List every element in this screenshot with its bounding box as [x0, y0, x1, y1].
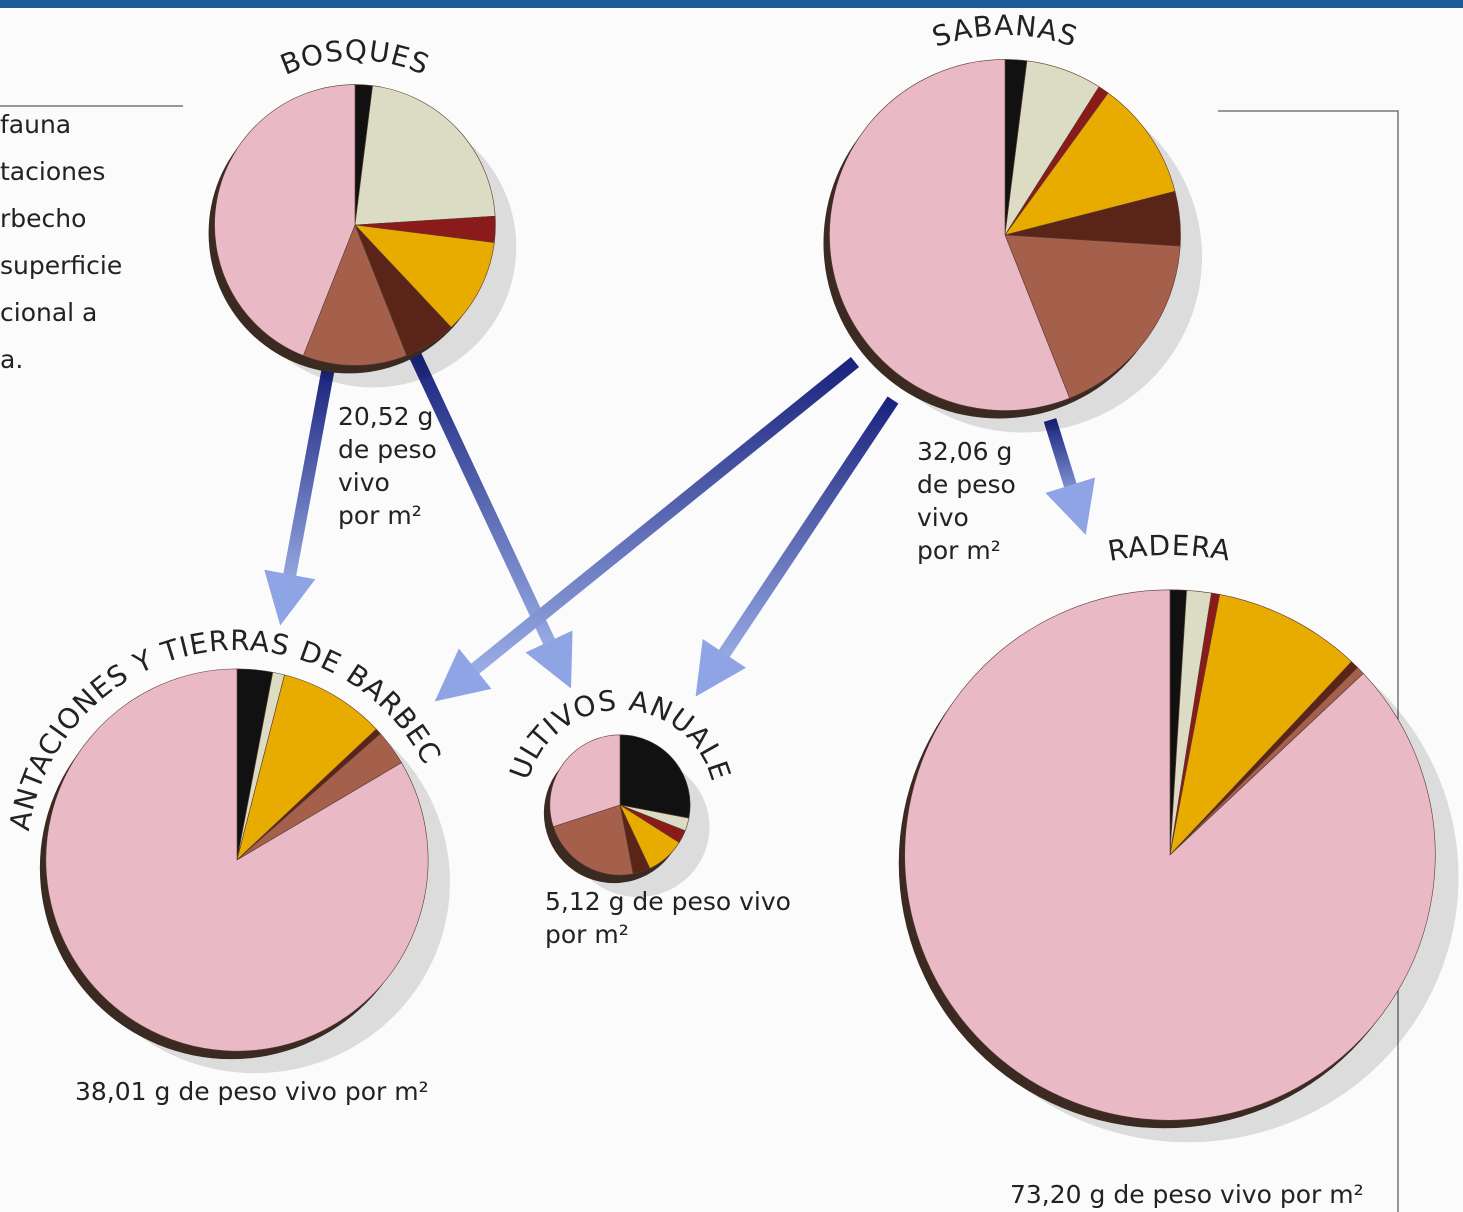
side-text: cional a — [0, 298, 98, 327]
total-label: 32,06 g de peso vivo por m² — [917, 437, 1016, 565]
pie-slice — [354, 224, 495, 328]
pie-slice — [552, 804, 634, 876]
side-text: a. — [0, 345, 24, 374]
pie-slice — [904, 589, 1436, 1121]
pie-slice — [302, 224, 408, 366]
pie-slice — [1169, 594, 1352, 856]
pie — [898, 589, 1459, 1143]
pie-title-text: BOSQUES — [276, 34, 434, 82]
arrow — [264, 368, 335, 626]
arrow — [1043, 418, 1096, 535]
pie-slice — [214, 84, 356, 356]
pie — [208, 84, 517, 388]
pie-slice — [354, 85, 496, 226]
pie-slice — [1004, 92, 1176, 236]
pie-title: BOSQUES — [276, 34, 435, 82]
pie-slice — [829, 59, 1071, 411]
pie-title-text: SABANAS — [928, 9, 1081, 54]
side-text: taciones — [0, 157, 106, 186]
total-label: 5,12 g de peso vivo por m² — [545, 887, 791, 949]
total-label: 38,01 g de peso vivo por m² — [75, 1077, 429, 1106]
pie-slice — [549, 734, 621, 828]
arrow — [434, 356, 860, 702]
arrow — [695, 396, 899, 697]
pie — [543, 734, 710, 898]
total-label: 73,20 g de peso vivo por m² — [1010, 1180, 1364, 1209]
pie-title: SABANAS — [928, 9, 1082, 54]
side-text: fauna — [0, 110, 72, 139]
side-text: rbecho — [0, 204, 87, 233]
side-text: superficie — [0, 251, 123, 280]
arrows — [264, 352, 1096, 702]
pie-slice — [45, 668, 429, 1052]
top-bar — [0, 0, 1463, 8]
pie-slice — [619, 734, 691, 819]
pie-slice — [236, 674, 377, 861]
pie-slice — [1004, 234, 1181, 399]
pie — [823, 59, 1203, 433]
pie — [39, 668, 450, 1074]
total-label: 20,52 g de peso vivo por m² — [338, 402, 437, 530]
